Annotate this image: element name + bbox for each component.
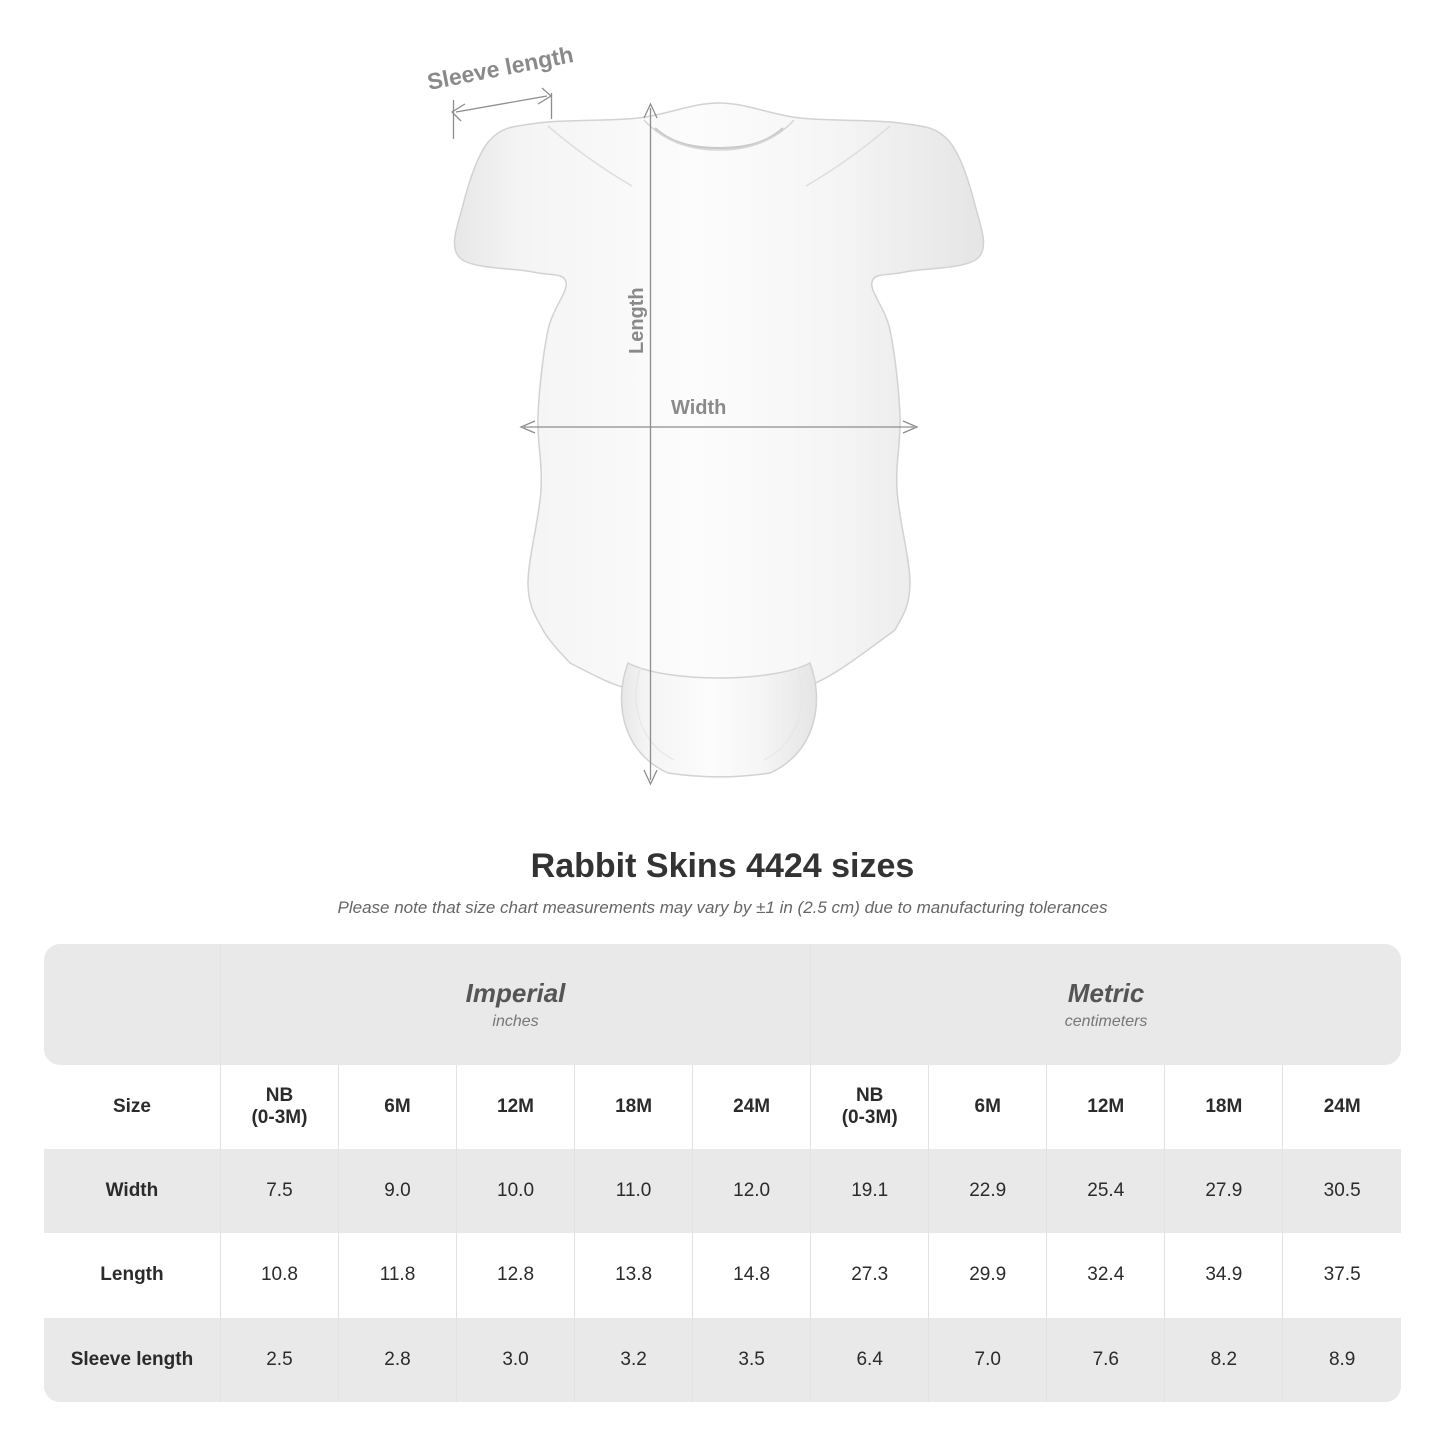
svg-text:Sleeve length: Sleeve length: [425, 41, 576, 95]
svg-text:Width: Width: [671, 397, 726, 419]
svg-text:Length: Length: [626, 287, 648, 354]
